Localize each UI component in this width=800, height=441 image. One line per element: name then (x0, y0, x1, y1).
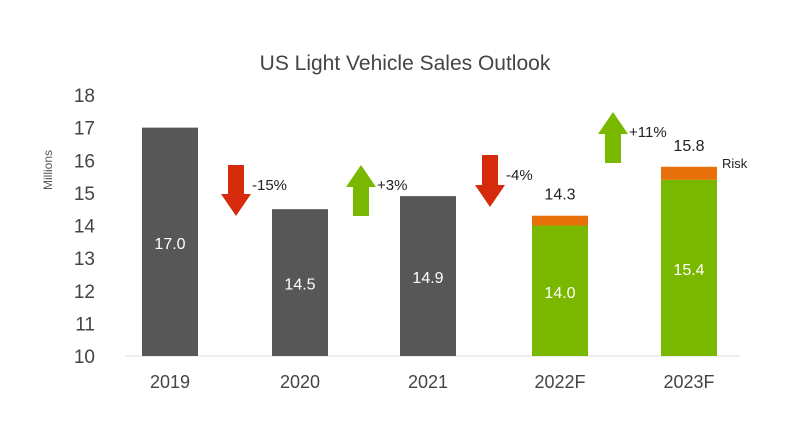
arrow-up-icon (598, 112, 628, 163)
bar-2023F (661, 179, 717, 356)
y-tick-label: 13 (74, 249, 95, 270)
y-tick-label: 14 (74, 217, 96, 238)
bar-value-label: 15.4 (673, 262, 704, 279)
arrow-down-icon (221, 165, 251, 216)
y-tick-label: 12 (74, 282, 95, 303)
arrow-up-icon (346, 165, 376, 216)
y-tick-label: 11 (75, 314, 95, 335)
y-axis-label: Millions (41, 150, 55, 190)
x-tick-label: 2021 (408, 372, 448, 392)
x-tick-label: 2023F (663, 372, 714, 392)
bar-2022F (532, 225, 588, 356)
y-tick-label: 16 (74, 151, 95, 172)
chart-title: US Light Vehicle Sales Outlook (260, 52, 551, 75)
x-tick-label: 2019 (150, 372, 190, 392)
bar-2020 (272, 209, 328, 356)
bar-value-label: 14.9 (412, 270, 443, 287)
x-tick-label: 2022F (534, 372, 585, 392)
total-value-label: 15.8 (673, 138, 704, 155)
bar-value-label: 17.0 (154, 236, 185, 253)
risk-legend-label: Risk (722, 156, 748, 171)
change-label: -15% (252, 177, 287, 194)
bar-value-label: 14.5 (284, 277, 315, 294)
risk-segment-2023F (661, 166, 717, 180)
bar-2019 (142, 127, 198, 356)
bar-value-label: 14.0 (544, 285, 575, 302)
x-tick-label: 2020 (280, 372, 320, 392)
change-label: +3% (377, 177, 407, 194)
y-tick-label: 10 (74, 347, 95, 368)
bar-2021 (400, 196, 456, 356)
arrow-down-icon (475, 155, 505, 207)
risk-segment-2022F (532, 215, 588, 226)
change-label: -4% (506, 167, 533, 184)
y-tick-label: 15 (74, 184, 95, 205)
y-tick-label: 17 (74, 119, 95, 140)
y-tick-label: 18 (74, 86, 95, 107)
total-value-label: 14.3 (544, 187, 575, 204)
change-label: +11% (629, 124, 667, 141)
